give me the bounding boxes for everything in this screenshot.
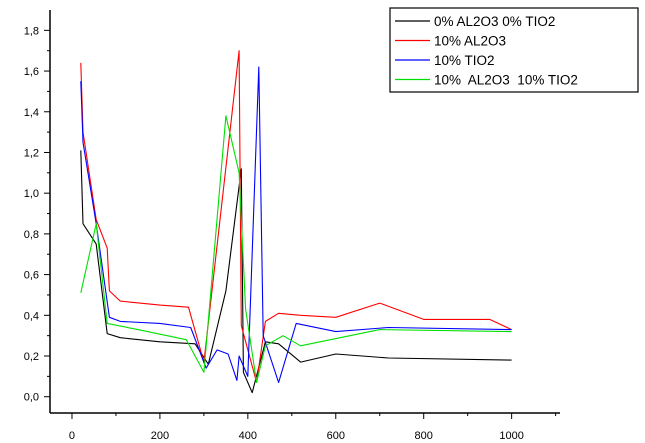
legend-label-1: 0% AL2O3 0% TIO2	[434, 14, 555, 29]
legend-label-3: 10% TIO2	[434, 53, 495, 68]
x-axis-ticks: 0 200 400 600 800 1000	[69, 413, 556, 442]
series-layer	[81, 51, 512, 393]
y-tick-label: 1,0	[24, 188, 39, 200]
x-tick-label: 400	[239, 430, 257, 442]
x-tick-label: 0	[69, 430, 75, 442]
legend: 0% AL2O3 0% TIO2 10% AL2O3 10% TIO2 10% AL2…	[390, 8, 638, 92]
y-tick-label: 1,8	[24, 25, 39, 37]
legend-label-4: 10% AL2O3 10% TIO2	[434, 73, 578, 88]
series-line-3	[81, 67, 512, 383]
y-tick-label: 0,0	[24, 392, 39, 404]
y-tick-label: 0,2	[24, 351, 39, 363]
y-tick-label: 1,2	[24, 147, 39, 159]
x-tick-label: 200	[151, 430, 169, 442]
series-line-1	[81, 150, 512, 392]
x-tick-label: 800	[415, 430, 433, 442]
series-line-2	[81, 51, 512, 383]
x-tick-label: 600	[327, 430, 345, 442]
x-tick-label: 1000	[499, 430, 523, 442]
legend-label-2: 10% AL2O3	[434, 34, 506, 49]
y-tick-label: 0,4	[24, 310, 39, 322]
y-axis-ticks: 0,0 0,2 0,4 0,6 0,8 1,0 1,2 1,4 1,6 1,8	[24, 25, 50, 403]
y-tick-label: 1,6	[24, 66, 39, 78]
y-tick-label: 0,8	[24, 229, 39, 241]
y-tick-label: 1,4	[24, 107, 39, 119]
series-line-4	[81, 116, 512, 383]
y-tick-label: 0,6	[24, 270, 39, 282]
